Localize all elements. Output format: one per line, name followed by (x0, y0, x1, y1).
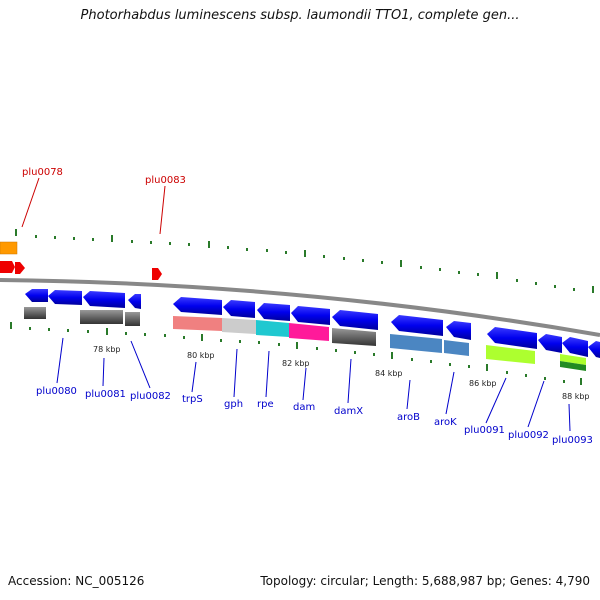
gene-label-gph[interactable]: gph (224, 399, 243, 410)
tick-label-86: 86 kbp (469, 379, 497, 388)
tick-label-88: 88 kbp (562, 392, 590, 401)
tick-label-80: 80 kbp (187, 351, 215, 360)
gene-label-plu0083[interactable]: plu0083 (145, 175, 186, 186)
red-feature-left-2[interactable] (15, 262, 25, 274)
gene-label-plu0091[interactable]: plu0091 (464, 425, 505, 436)
genome-summary-text: Topology: circular; Length: 5,688,987 bp… (260, 574, 590, 588)
inner-tick-ring (10, 322, 582, 385)
gene-label-damX[interactable]: damX (334, 406, 363, 417)
gene-label-aroK[interactable]: aroK (434, 417, 457, 428)
red-feature-plu0083[interactable] (152, 268, 162, 280)
tick-label-82: 82 kbp (282, 359, 310, 368)
genome-backbone (0, 278, 600, 337)
gene-label-plu0078[interactable]: plu0078 (22, 167, 63, 178)
label-leader-lines (21, 177, 571, 432)
orange-feature[interactable] (0, 241, 18, 255)
tick-label-84: 84 kbp (375, 369, 403, 378)
outer-tick-ring (15, 229, 594, 293)
gene-label-dam[interactable]: dam (293, 402, 315, 413)
gene-label-rpe[interactable]: rpe (257, 399, 274, 410)
gene-label-plu0093[interactable]: plu0093 (552, 435, 593, 446)
gene-label-plu0080[interactable]: plu0080 (36, 386, 77, 397)
red-feature-left[interactable] (0, 261, 15, 273)
gene-label-plu0092[interactable]: plu0092 (508, 430, 549, 441)
tick-label-78: 78 kbp (93, 345, 121, 354)
accession-text: Accession: NC_005126 (8, 574, 145, 588)
feature-track[interactable] (24, 307, 586, 371)
gene-label-aroB[interactable]: aroB (397, 412, 420, 423)
gene-label-plu0082[interactable]: plu0082 (130, 391, 171, 402)
gene-label-trpS[interactable]: trpS (182, 394, 203, 405)
reverse-strand-cds[interactable] (25, 289, 600, 358)
gene-label-plu0081[interactable]: plu0081 (85, 389, 126, 400)
map-title: Photorhabdus luminescens subsp. laumondi… (80, 8, 520, 23)
